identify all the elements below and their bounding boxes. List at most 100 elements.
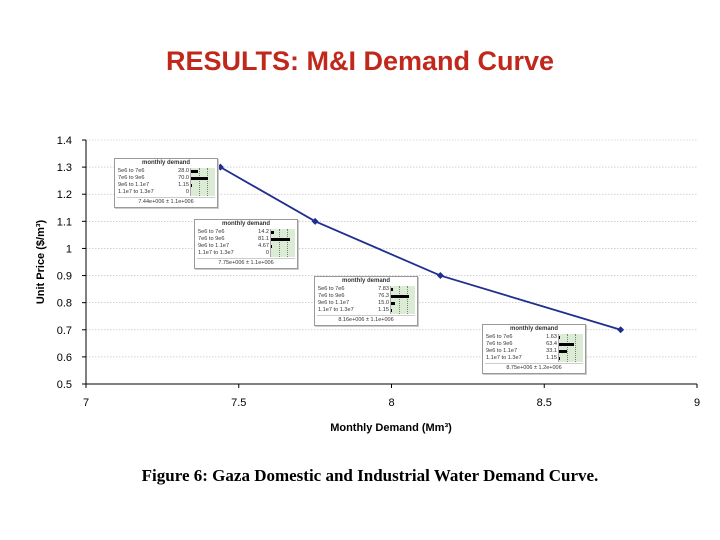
inset-row: 5e6 to 7e6 7.83 — [317, 286, 415, 293]
inset-gridline — [575, 334, 576, 362]
distribution-inset: monthly demand 5e6 to 7e6 1.63 7e6 to 9e6 63… — [482, 324, 586, 374]
slide-title: RESULTS: M&I Demand Curve — [165, 46, 555, 76]
inset-gridline — [207, 168, 208, 196]
inset-gridline — [279, 229, 280, 257]
inset-row: 5e6 to 7e6 28.0 — [117, 168, 215, 175]
inset-histogram-bar — [391, 295, 410, 298]
inset-row: 9e6 to 1.1e7 1.15 — [117, 182, 215, 189]
y-tick-label: 0.6 — [57, 352, 72, 364]
inset-row-range: 5e6 to 7e6 — [118, 168, 145, 174]
y-tick-label: 1.1 — [57, 216, 72, 228]
y-tick-label: 0.7 — [57, 325, 72, 337]
series-line — [219, 166, 621, 331]
inset-histogram-bar — [559, 343, 575, 346]
y-axis-title: Unit Price ($/m³) — [35, 219, 47, 304]
inset-histogram-area — [270, 229, 295, 257]
figure-caption: Figure 6: Gaza Domestic and Industrial W… — [141, 466, 599, 485]
inset-row-count: 1.63 — [546, 334, 557, 340]
data-point-marker — [617, 326, 625, 334]
x-tick-label: 8 — [388, 397, 394, 409]
inset-row-range: 9e6 to 1.1e7 — [118, 182, 150, 188]
inset-title: monthly demand — [221, 221, 270, 227]
inset-row: 1.1e7 to 1.3e7 0 — [197, 250, 295, 257]
inset-row: 9e6 to 1.1e7 33.1 — [485, 348, 583, 355]
inset-row: 5e6 to 7e6 14.2 — [197, 229, 295, 236]
x-tick-label: 7.5 — [231, 397, 246, 409]
inset-gridline — [199, 168, 200, 196]
inset-row-range: 7e6 to 9e6 — [486, 341, 513, 347]
inset-row-range: 9e6 to 1.1e7 — [318, 300, 350, 306]
inset-histogram-bar — [191, 177, 208, 180]
inset-histogram-area — [390, 286, 415, 314]
y-tick-label: 0.8 — [57, 298, 72, 310]
inset-row-range: 9e6 to 1.1e7 — [486, 348, 518, 354]
inset-row-count: 63.4 — [546, 341, 557, 347]
inset-row: 7e6 to 9e6 70.0 — [117, 175, 215, 182]
inset-histogram-bar — [559, 357, 560, 360]
inset-histogram-bar — [191, 170, 198, 173]
inset-histogram-bar — [271, 238, 291, 241]
inset-gridline — [287, 229, 288, 257]
series-layer — [216, 163, 625, 334]
inset-row-range: 1.1e7 to 1.3e7 — [318, 307, 354, 313]
inset-body: 5e6 to 7e6 28.0 7e6 to 9e6 70.0 9e6 to 1.1e7… — [117, 168, 215, 196]
inset-row-count: 1.15 — [378, 307, 389, 313]
inset-gridline — [407, 286, 408, 314]
x-tick-labels: 7 7.5 8 8.5 9 — [83, 384, 700, 409]
inset-row-range: 7e6 to 9e6 — [198, 236, 225, 242]
inset-footer: 7.75e+006 ± 1.1e+006 — [197, 258, 295, 267]
inset-title: monthly demand — [509, 326, 558, 332]
x-tick-label: 9 — [694, 397, 700, 409]
inset-histogram-bar — [271, 231, 275, 234]
inset-row-count: 1.15 — [546, 355, 557, 361]
inset-body: 5e6 to 7e6 14.2 7e6 to 9e6 81.1 9e6 to 1.1e7… — [197, 229, 295, 257]
y-tick-label: 1.4 — [57, 135, 72, 147]
inset-gridline — [567, 334, 568, 362]
y-tick-label: 1.3 — [57, 162, 72, 174]
inset-histogram-bar — [559, 336, 560, 339]
inset-row-count: 7.83 — [378, 286, 389, 292]
inset-row-count: 81.1 — [258, 236, 269, 242]
inset-row-count: 4.67 — [258, 243, 269, 249]
inset-row-count: 0 — [185, 189, 189, 195]
data-point-marker — [311, 217, 319, 225]
inset-row-count: 33.1 — [546, 348, 557, 354]
inset-row: 7e6 to 9e6 76.3 — [317, 293, 415, 300]
inset-footer: 8.16e+006 ± 1.1e+006 — [317, 315, 415, 324]
inset-row-range: 1.1e7 to 1.3e7 — [118, 189, 154, 195]
inset-row: 7e6 to 9e6 63.4 — [485, 341, 583, 348]
inset-row-count: 70.0 — [178, 175, 189, 181]
distribution-inset: monthly demand 5e6 to 7e6 28.0 7e6 to 9e6 70… — [114, 158, 218, 208]
inset-histogram-bar — [391, 288, 393, 291]
inset-row-range: 7e6 to 9e6 — [318, 293, 345, 299]
inset-histogram-bar — [191, 184, 192, 187]
inset-row-count: 76.3 — [378, 293, 389, 299]
inset-row: 1.1e7 to 1.3e7 0 — [117, 189, 215, 196]
distribution-inset: monthly demand 5e6 to 7e6 14.2 7e6 to 9e6 81… — [194, 219, 298, 269]
inset-row-range: 7e6 to 9e6 — [118, 175, 145, 181]
inset-row-count: 28.0 — [178, 168, 189, 174]
inset-row: 5e6 to 7e6 1.63 — [485, 334, 583, 341]
inset-row-count: 14.2 — [258, 229, 269, 235]
inset-row: 1.1e7 to 1.3e7 1.15 — [485, 355, 583, 362]
inset-histogram-bar — [271, 245, 273, 248]
inset-gridline — [399, 286, 400, 314]
inset-row-range: 5e6 to 7e6 — [486, 334, 513, 340]
inset-row-count: 15.0 — [378, 300, 389, 306]
inset-title: monthly demand — [341, 278, 390, 284]
y-tick-label: 1.2 — [57, 189, 72, 201]
inset-row: 1.1e7 to 1.3e7 1.15 — [317, 307, 415, 314]
inset-row-range: 5e6 to 7e6 — [198, 229, 225, 235]
distribution-inset: monthly demand 5e6 to 7e6 7.83 7e6 to 9e6 76… — [314, 276, 418, 326]
inset-histogram-area — [558, 334, 583, 362]
inset-body: 5e6 to 7e6 7.83 7e6 to 9e6 76.3 9e6 to 1.1e7… — [317, 286, 415, 314]
inset-histogram-area — [190, 168, 215, 196]
y-tick-label: 1 — [66, 243, 72, 255]
inset-row-range: 5e6 to 7e6 — [318, 286, 345, 292]
x-axis-title: Monthly Demand (Mm³) — [330, 422, 452, 434]
inset-histogram-bar — [391, 309, 392, 312]
data-point-marker — [436, 272, 444, 280]
data-point-marker — [216, 163, 224, 171]
inset-body: 5e6 to 7e6 1.63 7e6 to 9e6 63.4 9e6 to 1.1e7… — [485, 334, 583, 362]
